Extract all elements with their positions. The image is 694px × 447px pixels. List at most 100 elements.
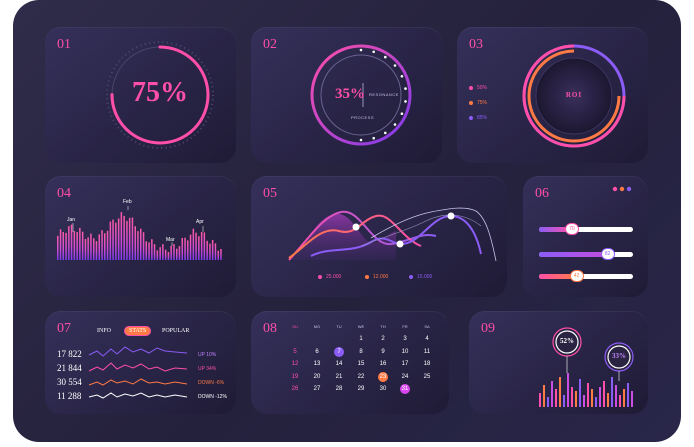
stat-value-2: 21 844	[57, 363, 82, 373]
bar	[173, 244, 175, 260]
tab-popular[interactable]: POPULAR	[162, 328, 190, 334]
bar	[115, 222, 117, 260]
tab-info[interactable]: INFO	[97, 328, 112, 334]
bar	[547, 397, 549, 407]
calendar-date[interactable]: 20	[313, 373, 321, 380]
tab-stats[interactable]: STATS	[124, 326, 152, 336]
bar	[575, 391, 577, 407]
bar	[162, 244, 164, 260]
slider-decor	[612, 186, 632, 192]
bar	[159, 247, 161, 260]
slider-3-handle[interactable]: 42	[569, 270, 584, 282]
slider-1[interactable]: 70	[539, 223, 633, 235]
card-stats-table: 07 INFO STATS POPULAR 17 822 21 844 30 5…	[45, 311, 236, 414]
stat-value-1: 17 822	[57, 349, 82, 359]
calendar-date[interactable]: 10	[401, 348, 409, 355]
bar	[65, 232, 67, 260]
bar-label-apr: Apr	[196, 219, 204, 225]
ring-dot	[404, 100, 407, 103]
card-number: 08	[263, 321, 277, 336]
callout-2: 33%	[612, 352, 626, 360]
bar	[567, 373, 569, 407]
calendar-date[interactable]: 23	[378, 371, 388, 382]
bar	[583, 395, 585, 407]
bar	[140, 228, 142, 260]
slider-2[interactable]: 82	[539, 248, 633, 260]
bar	[128, 217, 131, 260]
calendar-date[interactable]: 13	[313, 361, 321, 367]
calendar-date[interactable]: 29	[357, 386, 365, 392]
calendar-date[interactable]: 30	[379, 386, 387, 392]
weekday-label: FR	[402, 324, 408, 329]
bar	[112, 219, 114, 260]
stat-change-4: DOWN -12%	[198, 394, 227, 400]
calendar-date[interactable]: 3	[403, 336, 407, 342]
slider-3[interactable]: 42	[539, 270, 633, 282]
calendar-date[interactable]: 8	[359, 348, 363, 355]
bar	[62, 232, 64, 260]
bar	[70, 224, 73, 260]
card-number: 03	[469, 37, 483, 52]
calendar-date[interactable]: 19	[291, 373, 299, 380]
calendar-date[interactable]: 11	[423, 348, 431, 355]
bar	[117, 218, 120, 260]
bar	[627, 383, 629, 407]
bar	[148, 242, 150, 260]
ring-dot	[404, 87, 407, 90]
slider-2-handle[interactable]: 82	[600, 248, 615, 260]
bar	[167, 252, 170, 260]
bar	[93, 238, 95, 260]
calendar-date[interactable]: 2	[381, 336, 385, 342]
calendar-date[interactable]: 25	[423, 373, 431, 380]
bar	[84, 239, 87, 260]
calendar-date[interactable]: 28	[335, 386, 343, 392]
weekday-label: SA	[424, 324, 430, 329]
weekday-label: TH	[380, 324, 386, 329]
calendar-date[interactable]: 17	[401, 361, 409, 367]
calendar-date[interactable]: 26	[291, 386, 299, 392]
calendar-date[interactable]: 16	[379, 361, 387, 367]
bar	[211, 240, 214, 260]
card-sliders: 06 70 82 42	[523, 176, 648, 297]
card-bar-chart: 04 Jan Feb Mar Apr	[45, 176, 236, 297]
calendar-date[interactable]: 4	[425, 336, 429, 342]
calendar-date[interactable]: 14	[335, 361, 343, 367]
calendar-date[interactable]: 7	[334, 346, 344, 357]
bar	[134, 226, 136, 260]
roi-legend-2: 75%	[477, 100, 488, 106]
bar	[142, 232, 145, 260]
calendar-date[interactable]: 1	[359, 336, 363, 342]
ring-dot	[400, 112, 404, 115]
bar	[98, 234, 100, 260]
ring-dot	[359, 138, 363, 142]
calendar-date[interactable]: 24	[401, 373, 409, 380]
calendar-date[interactable]: 15	[357, 361, 365, 367]
ring-dot	[372, 50, 375, 54]
calendar-date[interactable]: 6	[315, 348, 319, 355]
bar	[619, 395, 621, 407]
calendar-date[interactable]: 31	[400, 384, 410, 394]
calendar-date[interactable]: 18	[423, 361, 431, 367]
calendar-date[interactable]: 27	[313, 386, 321, 392]
slider-1-fill	[539, 227, 572, 232]
bar	[559, 377, 561, 407]
bar	[189, 234, 192, 260]
card-number: 09	[481, 321, 495, 336]
calendar-date[interactable]: 5	[293, 348, 297, 355]
bar	[563, 395, 565, 407]
calendar-date[interactable]: 22	[357, 373, 365, 380]
bar	[79, 227, 81, 260]
slider-1-handle[interactable]: 70	[564, 223, 579, 235]
roi-label: ROI	[565, 91, 583, 99]
bar	[206, 240, 208, 260]
gauge-value: 75%	[132, 77, 188, 108]
calendar-date[interactable]: 9	[381, 348, 385, 355]
bar	[145, 241, 147, 260]
bar	[90, 233, 92, 260]
calendar-date[interactable]: 12	[291, 361, 299, 367]
bar	[59, 229, 62, 260]
calendar-date[interactable]: 21	[335, 373, 343, 380]
stat-value-4: 11 288	[57, 391, 82, 401]
card-number: 05	[263, 186, 277, 201]
stat-change-3: DOWN -6%	[198, 380, 225, 386]
